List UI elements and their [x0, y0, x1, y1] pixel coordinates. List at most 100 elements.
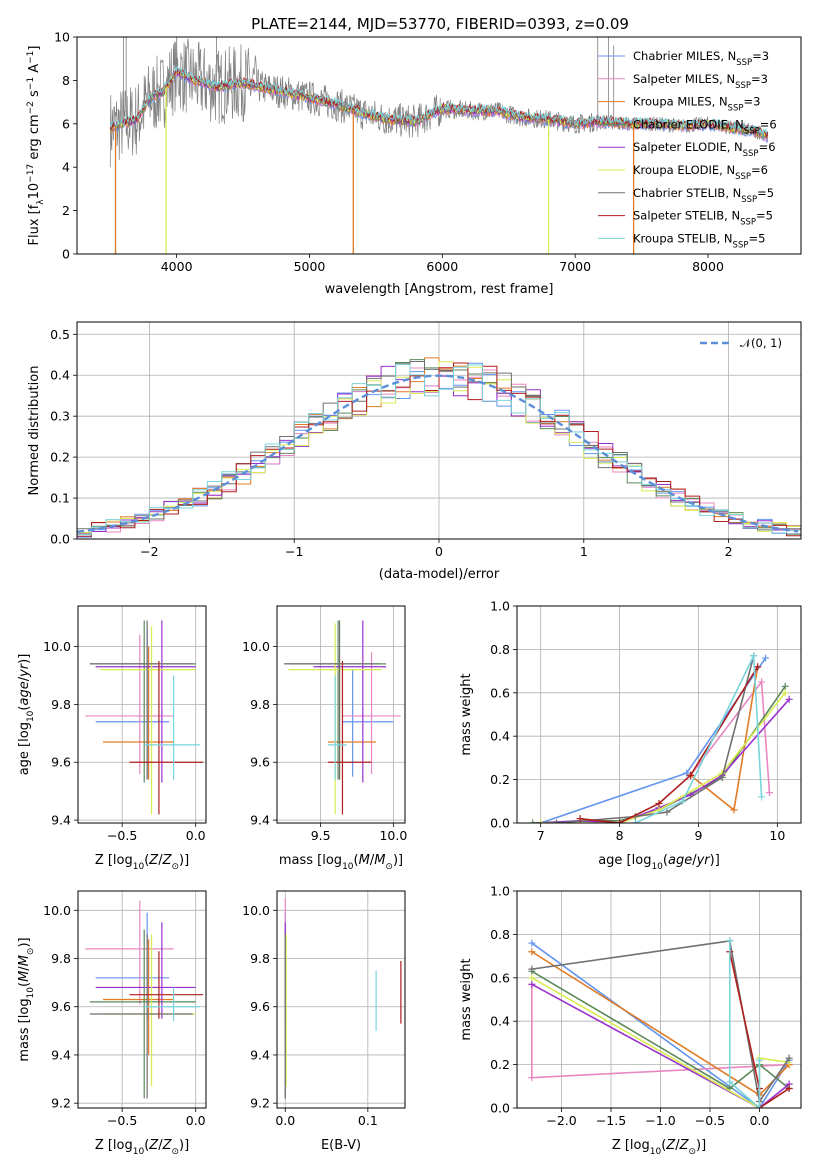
weight-marker [758, 678, 766, 686]
spectrum-ylabel-part: −2 [26, 101, 36, 114]
y-tick-label: 9.6 [51, 999, 71, 1014]
weight_vs_Z-xlabel-part: Z [665, 1138, 676, 1153]
axes-frame [516, 605, 802, 824]
legend-label-text: Salpeter MILES, N [633, 72, 735, 86]
legend-label-suffix: =6 [751, 163, 768, 177]
x-tick-label: 6000 [426, 259, 458, 274]
weight-marker [785, 695, 793, 703]
x-tick-label: 0.0 [275, 1113, 295, 1128]
mass_vs_Z-ylabel-part: M [17, 971, 32, 982]
y-tick-label: 0.6 [490, 685, 510, 700]
legend-label-suffix: =5 [756, 209, 773, 223]
weight_vs_age-axes-plot [529, 652, 793, 823]
y-tick-label: 2 [62, 203, 70, 218]
weight_vs_age-xlabel-part: 10 [651, 862, 663, 872]
axes-frame [77, 890, 207, 1109]
mass_vs_ebv-axes-grid [277, 891, 405, 1108]
spectrum-ylabel-part: 10 [27, 183, 42, 200]
mass_vs_Z-axes-grid [78, 891, 206, 1108]
mass_vs_Z-ylabel-part: M [17, 955, 32, 966]
weight-marker [726, 937, 734, 945]
legend-label-sub: SSP [733, 240, 749, 250]
legend-label-text: Salpeter STELIB, N [633, 209, 740, 223]
age_vs_Z-axes-plot [85, 620, 204, 815]
weight-marker [754, 663, 762, 671]
residual-histogram [77, 364, 801, 536]
weight_vs_age-xlabel-part: age [668, 853, 692, 868]
mass_vs_Z-xlabel-part: ( [144, 1138, 149, 1153]
age_vs_Z-ylabel-part: / [17, 676, 32, 681]
y-tick-label: 0.4 [490, 1014, 510, 1029]
x-tick-label: 0.1 [358, 1113, 378, 1128]
x-tick-label: 7000 [559, 259, 591, 274]
spectrum-ylabel-part: −1 [26, 51, 36, 64]
weight-marker [528, 974, 536, 982]
weight-marker [683, 769, 691, 777]
legend-label-text: Chabrier MILES, N [633, 49, 736, 63]
weight-marker [755, 1104, 763, 1108]
mass_vs_Z-xlabel-part: Z [162, 1138, 173, 1153]
axes-frame [276, 605, 406, 824]
mass_vs_Z-ylabel-part: ( [17, 982, 32, 987]
legend-label: Kroupa STELIB, NSSP=5 [633, 231, 765, 250]
legend-label-suffix: =5 [757, 186, 774, 200]
age_vs_mass-xlabel-part: / [370, 853, 375, 868]
gaussian-legend-label: 𝒩(0, 1) [740, 336, 782, 350]
weight-marker [576, 815, 584, 823]
y-tick-label: 0.4 [490, 729, 510, 744]
weight-series-line [531, 983, 790, 1108]
legend-label: Salpeter ELODIE, NSSP=6 [633, 140, 776, 159]
x-tick-label: −0.5 [107, 828, 137, 843]
age_vs_mass-axes-grid [277, 606, 405, 823]
y-tick-label: 0.0 [490, 816, 510, 831]
x-tick-label: 0 [435, 544, 443, 559]
weight-marker [781, 689, 789, 697]
age_vs_Z-axes-grid [78, 606, 206, 823]
weight-marker [528, 980, 536, 988]
mass_vs_Z-xlabel-part: Z [log [95, 1138, 133, 1153]
weight_vs_Z-axes: −2.0 −1.5 −1.0 −0.5 0.0 0.0 0.2 0.4 0.6 0.8 1.0 [490, 884, 802, 1128]
legend-label-sub: SSP [744, 126, 760, 136]
legend-label: Chabrier MILES, NSSP=3 [633, 49, 769, 68]
weight_vs_Z-ylabel: mass weight [459, 958, 474, 1040]
age_vs_Z-xlabel-part: 10 [133, 862, 145, 872]
mass_vs_ebv-xlabel-part: E(B-V) [321, 1138, 361, 1153]
weight_vs_age-axes: 7 8 9 10 0.0 0.2 0.4 0.6 0.8 1.0 [490, 599, 802, 843]
mass_vs_ebv-axes: 0.0 0.1 9.2 9.4 9.6 9.8 10.0 [242, 890, 406, 1128]
y-tick-label: 0 [62, 247, 70, 262]
age_vs_Z-xlabel-part: Z [148, 853, 159, 868]
y-tick-label: 9.6 [51, 755, 71, 770]
spectrum-ylabel-part: −17 [26, 164, 36, 183]
y-tick-label: 9.8 [250, 951, 270, 966]
age_vs_Z-xlabel-part: Z [log [95, 853, 133, 868]
legend-label-sub: SSP [743, 149, 759, 159]
weight_vs_age-xlabel-part: age [log [598, 853, 651, 868]
age_vs_Z-ylabel-part: age [log [17, 722, 32, 775]
x-tick-label: 9.5 [311, 828, 331, 843]
age_vs_mass-axes: 9.5 10.0 9.4 9.6 9.8 10.0 [242, 605, 407, 843]
weight_vs_Z-axes-plot [528, 937, 793, 1108]
mass_vs_Z-ylabel: mass [log10(M/M⊙)] [17, 937, 36, 1061]
age_vs_Z-xlabel-part: / [158, 853, 163, 868]
age_vs_mass-xlabel-part: M [374, 853, 385, 868]
age_vs_mass-xlabel-part: )] [393, 853, 403, 868]
y-tick-label: 9.4 [250, 1047, 270, 1062]
weight-marker [663, 808, 671, 816]
x-tick-label: −1 [285, 544, 303, 559]
weight-series-line [540, 692, 786, 823]
y-tick-label: 9.4 [51, 813, 71, 828]
y-tick-label: 1.0 [490, 884, 510, 899]
y-tick-label: 6 [62, 116, 70, 131]
weight_vs_Z-xlabel-part: Z [log [612, 1138, 650, 1153]
weight_vs_age-xlabel-part: / [692, 853, 697, 868]
legend-label-suffix: =5 [748, 231, 765, 245]
legend-label-sub: SSP [741, 195, 757, 205]
y-tick-label: 9.8 [51, 951, 71, 966]
y-tick-label: 0.2 [50, 450, 70, 465]
spectrum-axes: 4000 5000 6000 7000 8000 0 2 4 6 8 10 [54, 30, 802, 274]
y-tick-label: 9.6 [250, 755, 270, 770]
model-spectrum-line [109, 65, 768, 135]
spectrum-ylabel-part: λ [36, 199, 46, 205]
weight-marker [687, 771, 695, 779]
weight-marker [755, 1056, 763, 1064]
